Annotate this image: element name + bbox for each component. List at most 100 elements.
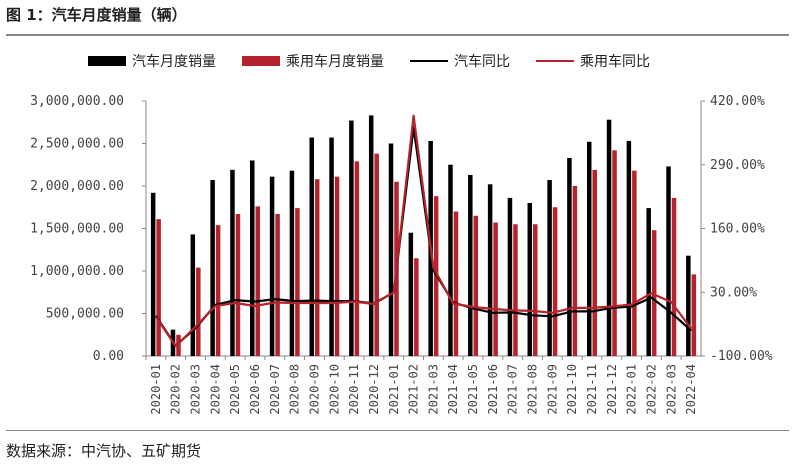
- x-tick-label: 2020-02: [169, 364, 183, 415]
- line-pv-yoy: [154, 114, 692, 348]
- bar-car-sales: [329, 137, 334, 356]
- x-tick-label: 2020-12: [367, 364, 381, 415]
- chart-legend: 汽车月度销量 乘用车月度销量 汽车同比 乘用车同比: [88, 52, 676, 70]
- bar-car-sales: [309, 137, 314, 356]
- x-tick-label: 2020-04: [208, 364, 222, 415]
- bar-pv-sales: [235, 214, 241, 356]
- x-tick-label: 2021-03: [426, 364, 440, 415]
- right-y-tick-label: 420.00%: [710, 94, 765, 109]
- left-y-tick-label: 500,000.00: [46, 307, 124, 322]
- title-divider: [6, 34, 789, 36]
- bar-pv-sales: [374, 153, 379, 356]
- legend-swatch-car-yoy: [410, 60, 448, 62]
- source-divider: [6, 430, 789, 431]
- right-y-tick-label: -100.00%: [710, 349, 773, 364]
- bar-car-sales: [250, 160, 255, 356]
- x-tick-label: 2021-02: [407, 364, 421, 415]
- bar-car-sales: [230, 169, 235, 356]
- bar-pv-sales: [156, 219, 161, 356]
- x-tick-label: 2021-07: [506, 364, 520, 415]
- legend-label-car-yoy: 汽车同比: [454, 54, 510, 70]
- x-tick-label: 2020-03: [189, 364, 203, 415]
- bar-pv-sales: [612, 150, 617, 356]
- bar-car-sales: [448, 164, 453, 356]
- bar-car-sales: [686, 255, 691, 356]
- x-tick-label: 2020-08: [288, 364, 302, 415]
- right-y-tick-label: 160.00%: [710, 222, 765, 237]
- bar-pv-sales: [533, 224, 538, 356]
- x-tick-label: 2021-06: [486, 364, 500, 415]
- bar-pv-sales: [632, 170, 637, 356]
- left-y-tick-label: 1,000,000.00: [30, 264, 124, 279]
- x-tick-label: 2021-04: [446, 364, 460, 415]
- bar-pv-sales: [255, 206, 261, 356]
- bar-car-sales: [487, 184, 493, 356]
- bar-car-sales: [210, 180, 215, 356]
- bar-car-sales: [527, 203, 533, 356]
- x-tick-label: 2021-05: [466, 364, 480, 415]
- bar-car-sales: [349, 120, 354, 356]
- x-tick-label: 2021-10: [565, 364, 579, 415]
- x-tick-label: 2020-07: [268, 364, 282, 415]
- x-tick-label: 2020-10: [327, 364, 341, 415]
- x-tick-label: 2020-06: [248, 364, 262, 415]
- bar-car-sales: [626, 140, 632, 356]
- right-y-tick-label: 290.00%: [710, 158, 765, 173]
- bar-pv-sales: [671, 197, 677, 356]
- x-tick-label: 2021-12: [605, 364, 619, 415]
- data-source-note: 数据来源：中汽协、五矿期货: [6, 442, 202, 460]
- x-tick-label: 2020-11: [347, 364, 361, 415]
- legend-label-pv-yoy: 乘用车同比: [580, 54, 650, 70]
- bar-pv-sales: [552, 207, 558, 356]
- bar-pv-sales: [453, 211, 459, 356]
- bar-pv-sales: [572, 186, 578, 356]
- bar-car-sales: [547, 180, 552, 356]
- bar-car-sales: [646, 208, 651, 356]
- x-tick-label: 2022-03: [664, 364, 678, 415]
- bar-car-sales: [388, 143, 394, 356]
- bar-pv-sales: [592, 169, 597, 356]
- x-tick-label: 2022-04: [684, 364, 698, 415]
- bar-car-sales: [507, 197, 513, 356]
- bar-pv-sales: [196, 267, 201, 356]
- bar-car-sales: [666, 166, 671, 356]
- bar-pv-sales: [215, 225, 221, 356]
- bar-pv-sales: [354, 161, 360, 356]
- left-y-tick-label: 0.00: [93, 349, 124, 364]
- legend-item-pv-sales: 乘用车月度销量: [242, 51, 384, 71]
- bar-car-sales: [190, 234, 196, 356]
- x-tick-label: 2021-01: [387, 364, 401, 415]
- bar-car-sales: [606, 119, 612, 356]
- bar-car-sales: [586, 141, 592, 356]
- bar-pv-sales: [473, 215, 479, 356]
- figure-title: 图 1：汽车月度销量（辆）: [6, 6, 187, 24]
- x-tick-label: 2020-01: [149, 364, 163, 415]
- bar-car-sales: [289, 170, 295, 356]
- bar-pv-sales: [334, 176, 340, 356]
- legend-item-car-sales: 汽车月度销量: [88, 51, 216, 71]
- bar-pv-sales: [414, 258, 419, 356]
- bar-pv-sales: [513, 224, 518, 356]
- left-y-tick-label: 2,000,000.00: [30, 179, 124, 194]
- bar-car-sales: [408, 232, 414, 356]
- bar-pv-sales: [176, 334, 181, 356]
- legend-item-pv-yoy: 乘用车同比: [536, 51, 650, 71]
- legend-label-car-sales: 汽车月度销量: [132, 54, 216, 70]
- left-y-tick-label: 3,000,000.00: [30, 94, 124, 109]
- legend-swatch-pv-yoy: [536, 60, 574, 62]
- x-tick-label: 2020-05: [228, 364, 242, 415]
- x-tick-label: 2022-01: [625, 364, 639, 415]
- bar-car-sales: [567, 157, 572, 356]
- left-y-tick-label: 2,500,000.00: [30, 137, 124, 152]
- bar-pv-sales: [691, 274, 697, 356]
- bar-pv-sales: [275, 214, 280, 356]
- legend-swatch-car-sales: [88, 56, 126, 66]
- bar-car-sales: [150, 192, 156, 356]
- x-tick-label: 2021-11: [585, 364, 599, 415]
- bar-pv-sales: [493, 222, 498, 356]
- legend-label-pv-sales: 乘用车月度销量: [286, 54, 384, 70]
- bar-car-sales: [368, 115, 374, 356]
- legend-swatch-pv-sales: [242, 56, 280, 66]
- bar-car-sales: [269, 176, 275, 356]
